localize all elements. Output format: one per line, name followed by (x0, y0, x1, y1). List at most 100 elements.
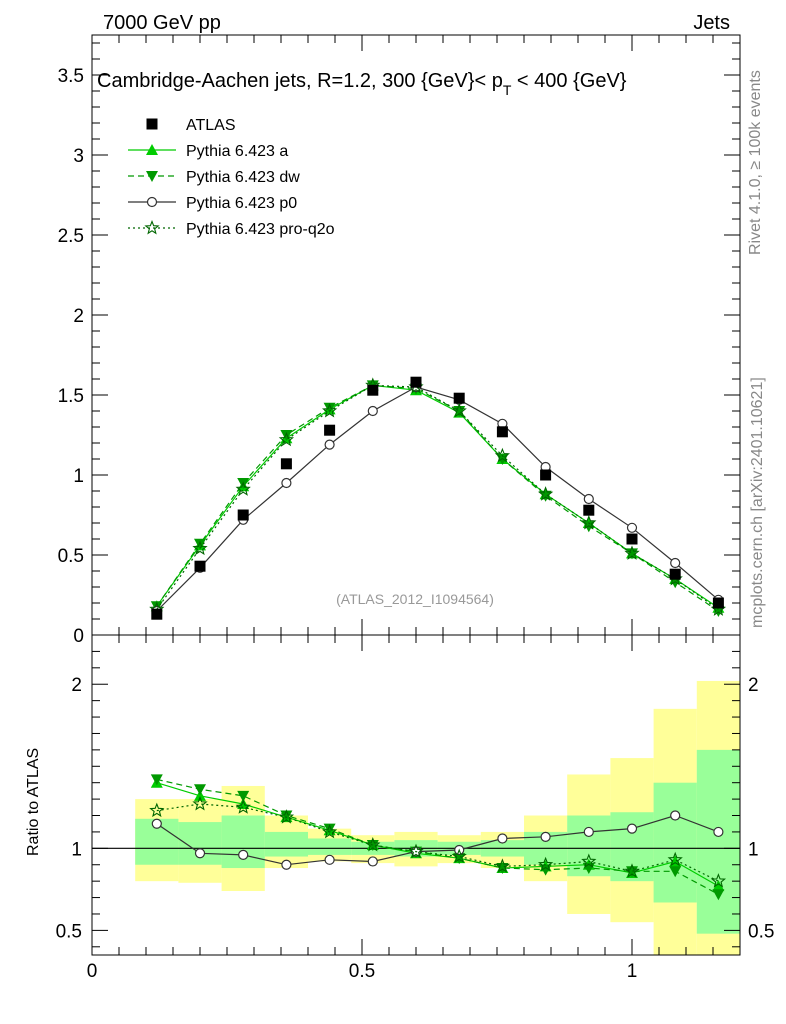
main-ytick-label-5: 2.5 (58, 226, 84, 247)
band-green-2 (221, 815, 265, 869)
main-pythia-6-423-pro-q2o-point-4 (321, 402, 338, 418)
main-atlas-point-1 (194, 560, 206, 572)
ratio-ylabel: Ratio to ATLAS (25, 748, 42, 856)
mcplots-label: mcplots.cern.ch [arXiv:2401.10621] (749, 377, 766, 628)
ratio-pythia-6-423-p0-point-2 (238, 849, 249, 860)
legend-label-atlas: ATLAS (186, 117, 236, 134)
main-pythia-6-423-dw-point-4 (323, 402, 336, 414)
main-atlas-point-6 (410, 376, 422, 388)
main-pythia-6-423-pro-q2o-point-7 (451, 402, 467, 418)
ratio-pythia-6-423-p0-point-8 (497, 833, 508, 844)
ratio-pythia-6-423-pro-q2o-point-9 (537, 856, 554, 872)
ratio-pythia-6-423-dw-point-12 (669, 866, 682, 878)
rivet-label: Rivet 4.1.0, ≥ 100k events (747, 70, 764, 255)
axis-ticks: 00.511.522.533.50 0.5 10.5 0.51 12 2 (56, 35, 774, 982)
ratio-pythia-6-423-pro-q2o-point-3 (278, 809, 295, 824)
header-right: Jets (693, 12, 730, 34)
ratio-pythia-6-423-p0-point-13 (713, 826, 724, 838)
ratio-pythia-6-423-p0-point-9 (540, 831, 551, 842)
main-pythia-6-423-p0-point-3 (281, 477, 292, 489)
main-pythia-6-423-dw-point-1 (194, 538, 206, 550)
ratio-pythia-6-423-pro-q2o-point-5 (365, 837, 381, 852)
analysis-watermark: (ATLAS_2012_I1094564) (336, 591, 494, 607)
main-ytick-label-3: 1.5 (58, 386, 84, 407)
ratio-pythia-6-423-dw-point-4 (323, 823, 336, 835)
main-pythia-6-423-pro-q2o-point-8 (494, 447, 511, 463)
ratio-pythia-6-423-p0-point-0 (151, 818, 162, 829)
ratio-xtick-label-2: 1 (627, 961, 638, 982)
ratio-pythia-6-423-pro-q2o-point-4 (321, 823, 338, 839)
main-atlas-point-9 (540, 469, 552, 481)
ratio-ytick-label-left-0: 0.5 (56, 921, 82, 942)
main-pythia-6-423-p0-point-4 (324, 439, 335, 450)
ratio-pythia-6-423-a-line (156, 782, 719, 887)
main-pythia-6-423-dw-point-9 (539, 490, 552, 502)
ratio-pythia-6-423-dw-point-1 (194, 784, 206, 796)
main-pythia-6-423-dw-line (156, 384, 719, 612)
ratio-pythia-6-423-pro-q2o-point-2 (235, 799, 251, 814)
main-pythia-6-423-dw-point-3 (280, 430, 293, 441)
main-atlas-point-10 (583, 504, 595, 516)
legend-marker-atlas (146, 118, 158, 130)
legend-label-pythia-a: Pythia 6.423 a (186, 143, 288, 160)
ratio-pythia-6-423-pro-q2o-point-11 (624, 863, 640, 878)
main-pythia-6-423-pro-q2o-point-11 (624, 545, 640, 560)
ratio-pythia-6-423-p0-line (156, 814, 719, 866)
main-pythia-6-423-pro-q2o-line (156, 384, 719, 610)
main-pythia-6-423-pro-q2o-point-9 (537, 486, 554, 501)
ratio-ytick-label-right-2: 2 (748, 675, 759, 696)
main-title: Cambridge-Aachen jets, R=1.2, 300 {GeV}<… (97, 70, 627, 98)
ratio-pythia-6-423-p0-point-5 (367, 856, 378, 867)
ratio-pythia-6-423-p0-point-12 (670, 810, 681, 821)
main-ytick-label-2: 1 (73, 466, 84, 487)
ratio-pythia-6-423-pro-q2o-point-8 (494, 858, 511, 873)
main-atlas-point-13 (712, 597, 724, 609)
ratio-pythia-6-423-p0-point-3 (281, 859, 292, 870)
main-pythia-6-423-p0-point-5 (367, 405, 378, 417)
main-series-group (149, 376, 727, 620)
main-atlas-point-2 (237, 509, 249, 521)
main-atlas-point-5 (367, 384, 379, 396)
ratio-pythia-6-423-dw-point-13 (712, 889, 725, 901)
ratio-pythia-6-423-pro-q2o-point-1 (192, 796, 208, 811)
main-atlas-point-11 (626, 533, 638, 545)
ratio-pythia-6-423-pro-q2o-point-13 (710, 873, 727, 888)
ratio-xtick-label-1: 0.5 (349, 961, 375, 982)
legend-label-pythia-p0: Pythia 6.423 p0 (186, 195, 297, 212)
legend-marker-pythia-6-423-a (146, 144, 158, 155)
main-atlas-point-3 (280, 458, 292, 470)
main-pythia-6-423-p0-point-12 (670, 557, 681, 569)
main-pythia-6-423-pro-q2o-point-1 (192, 540, 208, 556)
ratio-uncertainty-bands (135, 680, 740, 955)
main-pythia-6-423-pro-q2o-point-3 (278, 431, 295, 447)
legend-label-pythia-dw: Pythia 6.423 dw (186, 169, 300, 186)
ratio-ytick-label-right-0: 0.5 (748, 921, 774, 942)
ratio-pythia-6-423-pro-q2o-point-0 (149, 802, 165, 818)
main-pythia-6-423-a-line (156, 384, 719, 609)
main-pythia-6-423-pro-q2o-point-2 (235, 481, 251, 496)
ratio-ytick-label-left-2: 2 (71, 675, 82, 696)
main-pythia-6-423-pro-q2o-point-10 (581, 514, 597, 530)
main-pythia-6-423-p0-point-10 (583, 493, 594, 505)
ratio-pythia-6-423-pro-q2o-point-12 (667, 851, 683, 867)
ratio-pythia-6-423-p0-point-11 (626, 823, 638, 834)
main-atlas-point-12 (669, 568, 681, 580)
legend: ATLAS Pythia 6.423 a Pythia 6.423 dw Pyt… (128, 117, 335, 238)
band-green-12 (653, 782, 697, 903)
ratio-series-group (149, 774, 727, 901)
main-atlas-point-0 (151, 608, 163, 620)
main-ytick-label-0: 0 (73, 626, 84, 647)
ratio-pythia-6-423-pro-q2o-point-10 (581, 853, 597, 868)
main-ytick-label-1: 0.5 (58, 546, 84, 567)
ratio-pythia-6-423-dw-point-3 (280, 810, 293, 822)
ratio-pythia-6-423-dw-line (156, 778, 719, 895)
main-atlas-point-7 (453, 392, 465, 404)
main-ytick-label-6: 3 (73, 146, 84, 167)
main-ytick-label-7: 3.5 (58, 66, 84, 87)
header-left: 7000 GeV pp (103, 12, 221, 34)
ratio-pythia-6-423-pro-q2o-point-6 (408, 843, 424, 859)
main-ytick-label-4: 2 (73, 306, 84, 327)
ratio-xtick-label-0: 0 (87, 961, 98, 982)
ratio-pythia-6-423-a-point-2 (237, 798, 250, 810)
